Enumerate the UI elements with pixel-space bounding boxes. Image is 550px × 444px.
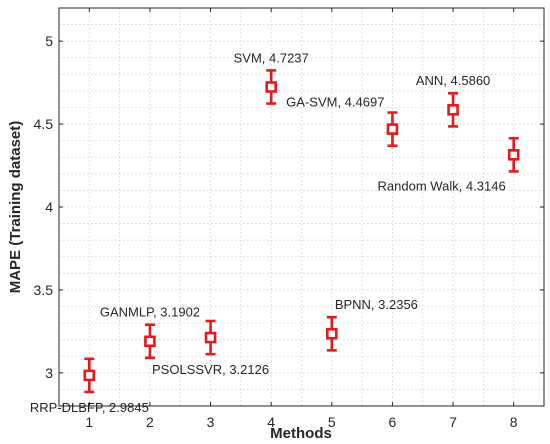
- data-point: BPNN, 3.2356: [326, 297, 418, 352]
- y-tick-label: 4: [45, 199, 53, 215]
- data-points: RRP-DLBFP, 2.9845 GANMLP, 3.1902 PSOLSSVR,…: [30, 50, 520, 415]
- x-tick-label: 3: [207, 414, 215, 430]
- x-tick-label: 8: [510, 414, 518, 430]
- data-point: RRP-DLBFP, 2.9845: [30, 357, 149, 415]
- point-label: SVM, 4.7237: [234, 50, 309, 65]
- x-axis-title: Methods: [270, 425, 332, 442]
- point-label: GANMLP, 3.1902: [100, 305, 200, 320]
- y-tick-label: 5: [45, 33, 53, 49]
- point-label: RRP-DLBFP, 2.9845: [30, 400, 149, 415]
- y-axis-title: MAPE (Training dataset): [7, 121, 24, 294]
- y-tick-label: 4.5: [34, 116, 54, 132]
- x-tick-label: 1: [85, 414, 93, 430]
- point-marker: [447, 104, 459, 116]
- grid: [59, 7, 544, 406]
- point-label: PSOLSSVR, 3.2126: [152, 362, 269, 377]
- point-label: Random Walk, 4.3146: [378, 178, 506, 193]
- x-tick-label: 5: [328, 414, 336, 430]
- x-tick-label: 6: [389, 414, 397, 430]
- x-axis-ticks: 1 2 3 4 5 6 7 8: [85, 8, 518, 430]
- point-marker: [83, 369, 96, 382]
- data-point: Random Walk, 4.3146: [378, 136, 520, 193]
- x-tick-label: 7: [449, 414, 457, 430]
- y-axis-ticks: 3 3.5 4 4.5 5: [34, 33, 544, 381]
- point-marker: [326, 327, 338, 340]
- data-point: ANN, 4.5860: [416, 73, 490, 128]
- point-marker: [386, 123, 399, 135]
- point-label: ANN, 4.5860: [416, 73, 490, 88]
- data-point: SVM, 4.7237: [234, 50, 309, 105]
- point-marker: [144, 335, 156, 348]
- x-tick-label: 4: [267, 414, 275, 430]
- point-label: BPNN, 3.2356: [335, 297, 418, 312]
- data-point: GANMLP, 3.1902: [100, 305, 200, 360]
- point-marker: [507, 149, 520, 161]
- x-tick-label: 2: [146, 414, 154, 430]
- y-tick-label: 3.5: [34, 282, 54, 298]
- data-point: PSOLSSVR, 3.2126: [152, 319, 269, 377]
- point-marker: [265, 81, 277, 93]
- y-tick-label: 3: [45, 365, 53, 381]
- point-marker: [204, 331, 217, 344]
- data-point: GA-SVM, 4.4697: [286, 95, 399, 147]
- point-label: GA-SVM, 4.4697: [286, 95, 384, 110]
